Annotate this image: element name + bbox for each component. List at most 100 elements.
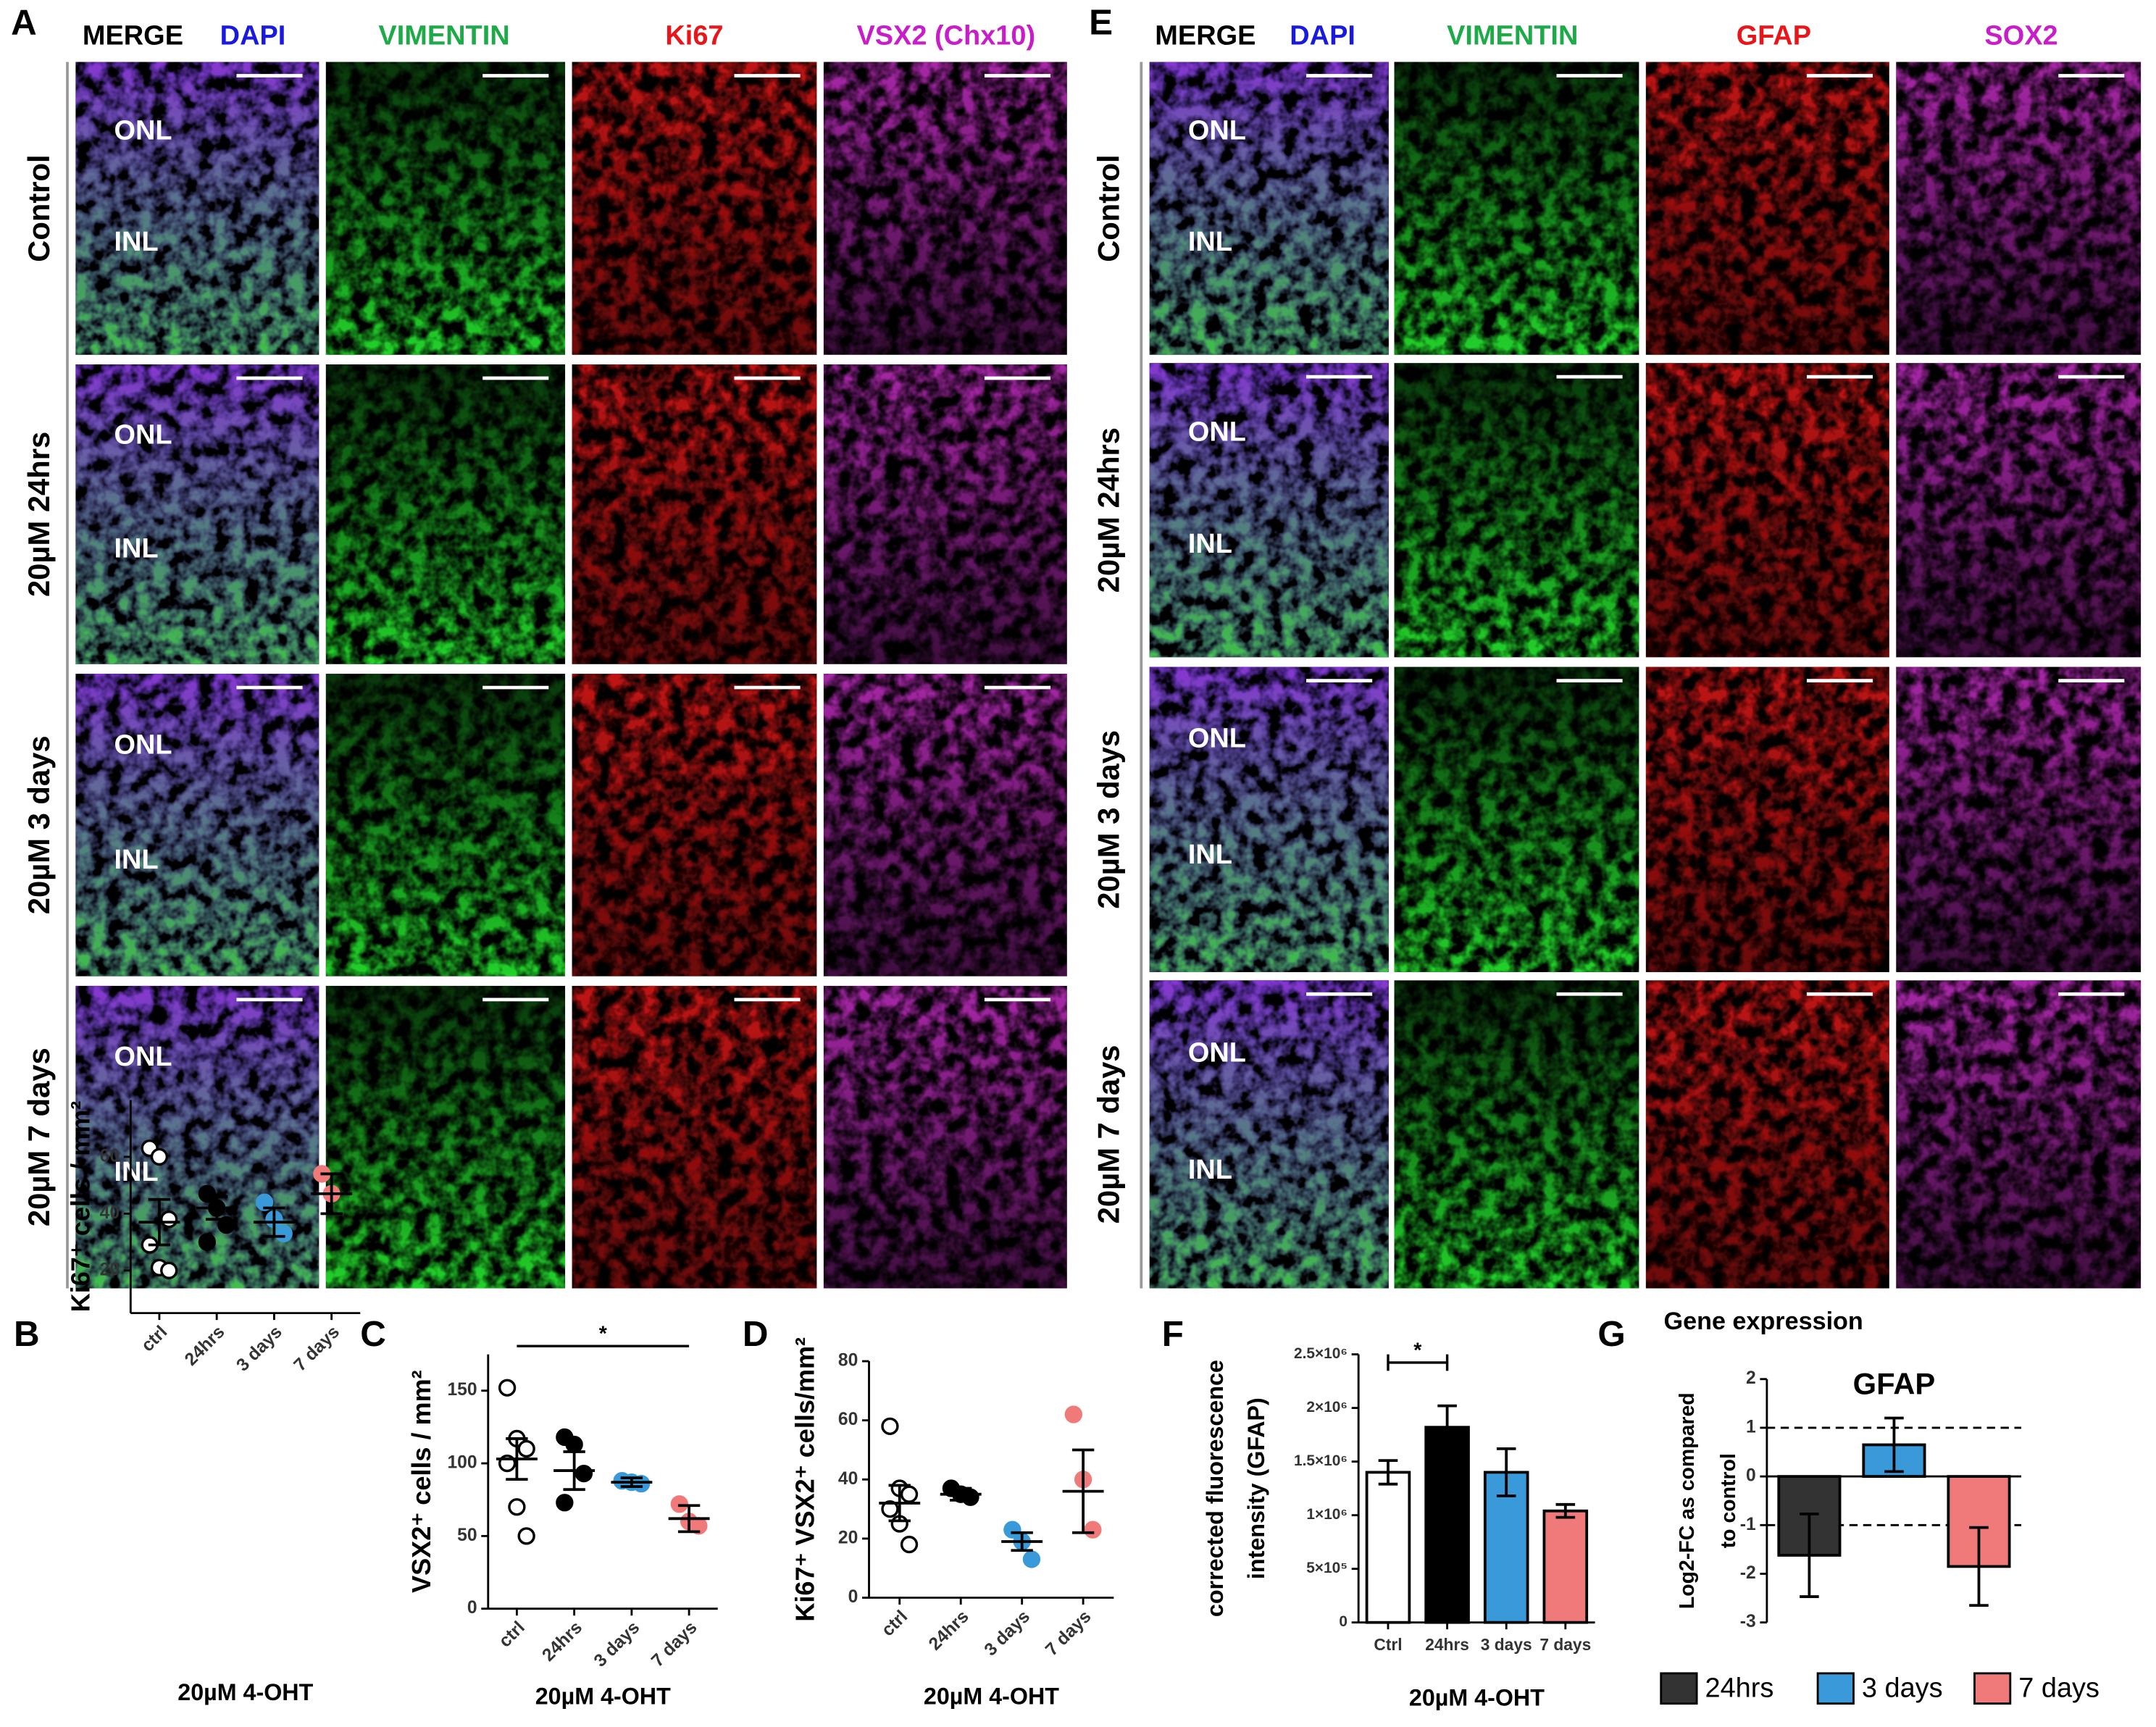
panel-letter: C	[360, 1314, 386, 1354]
micrograph-signal	[1394, 666, 1639, 972]
micrograph-signal	[325, 62, 566, 355]
x-tick-label: 7 days	[648, 1618, 701, 1670]
x-tick-label: 7 days	[291, 1322, 343, 1375]
legend-swatch	[1816, 1672, 1855, 1705]
micrograph-signal	[75, 674, 319, 977]
panel-letter: F	[1162, 1314, 1184, 1354]
bar	[1424, 1426, 1470, 1624]
data-point	[517, 1527, 535, 1545]
x-tick-label: 3 days	[981, 1607, 1034, 1660]
micrograph-signal	[75, 985, 319, 1289]
x-tick-label: 3 days	[233, 1322, 285, 1375]
x-tick-label: 24hrs	[538, 1618, 586, 1665]
channel-label: VSX2 (Chx10)	[856, 20, 1035, 51]
x-axis-label: 20µM 4-OHT	[535, 1684, 671, 1710]
micrograph-signal	[1896, 363, 2142, 658]
y-tick-label: 1.5×10⁶	[1294, 1452, 1348, 1469]
micrograph-signal	[1645, 363, 1889, 658]
channel-label: VIMENTIN	[378, 20, 509, 51]
micrograph-signal	[325, 674, 566, 977]
layer-label: ONL	[1188, 116, 1246, 146]
micrograph-signal	[1149, 666, 1389, 972]
channel-label: VIMENTIN	[1447, 20, 1578, 51]
layer-label: ONL	[114, 419, 172, 450]
data-point	[900, 1485, 919, 1503]
micrograph-signal	[1645, 666, 1889, 972]
data-point	[198, 1184, 217, 1203]
data-point	[900, 1535, 919, 1554]
y-tick-label: 50	[457, 1526, 477, 1545]
data-point	[565, 1435, 583, 1454]
row-label: 20µM 24hrs	[1092, 427, 1126, 593]
channel-label: MERGE	[83, 20, 183, 51]
y-tick-label: 80	[838, 1351, 858, 1371]
bar	[1542, 1509, 1589, 1624]
panel-letter: G	[1597, 1314, 1625, 1354]
channel-label: GFAP	[1737, 20, 1811, 51]
channel-label: Ki67	[665, 20, 723, 51]
data-point	[160, 1261, 178, 1279]
y-tick-label: 20	[838, 1528, 858, 1547]
layer-label: INL	[114, 534, 159, 564]
x-tick-label: 7 days	[1539, 1635, 1591, 1654]
micrograph-signal	[75, 62, 319, 355]
x-tick-label: 24hrs	[1425, 1635, 1469, 1654]
micrograph-signal	[325, 985, 566, 1289]
data-point	[556, 1494, 574, 1512]
x-tick-label: 24hrs	[925, 1607, 973, 1655]
micrograph-signal	[1896, 980, 2142, 1289]
x-axis-label: 20µM 4-OHT	[1409, 1684, 1545, 1710]
micrograph-signal	[75, 364, 319, 664]
y-tick-label: 100	[447, 1453, 477, 1473]
y-tick-label: 150	[447, 1380, 477, 1400]
layer-label: ONL	[114, 729, 172, 760]
y-tick-label: 5×10⁵	[1306, 1560, 1348, 1576]
legend-label: 3 days	[1862, 1673, 1943, 1704]
data-point	[198, 1233, 217, 1251]
y-tick-label: 0	[467, 1598, 477, 1618]
y-axis-label: Ki67⁺ cells / mm²	[65, 1101, 95, 1313]
row-label: 20µM 7 days	[1092, 1045, 1126, 1224]
layer-label: ONL	[1188, 1037, 1246, 1068]
micrograph-signal	[572, 674, 817, 977]
data-point	[574, 1464, 593, 1483]
layer-label: INL	[114, 845, 159, 875]
y-tick-label: 0	[1339, 1613, 1348, 1630]
micrograph-signal	[1394, 980, 1639, 1289]
y-tick-label: 2.5×10⁶	[1294, 1345, 1348, 1362]
legend-swatch	[1973, 1672, 2012, 1705]
micrograph-signal	[1896, 62, 2142, 355]
micrograph-signal	[823, 364, 1067, 664]
data-point	[1084, 1521, 1102, 1539]
micrograph-signal	[1149, 62, 1389, 355]
y-tick-label: 2×10⁶	[1306, 1399, 1348, 1416]
panel-letter: A	[11, 2, 37, 42]
channel-label: DAPI	[1290, 20, 1355, 51]
data-point	[1064, 1405, 1082, 1423]
x-tick-label: ctrl	[138, 1322, 171, 1355]
x-tick-label: ctrl	[496, 1618, 529, 1651]
y-axis-label: intensity (GFAP)	[1243, 1397, 1269, 1579]
row-label: 20µM 24hrs	[22, 432, 56, 597]
y-tick-label: 60	[100, 1146, 120, 1166]
data-point	[498, 1379, 517, 1397]
row-label: Control	[1092, 154, 1126, 262]
x-axis-label: 20µM 4-OHT	[177, 1679, 313, 1705]
y-tick-label: -2	[1740, 1563, 1756, 1583]
panel-letter: B	[14, 1314, 40, 1354]
y-tick-label: 60	[838, 1410, 858, 1429]
layer-label: INL	[1188, 529, 1232, 559]
y-tick-label: 1	[1746, 1417, 1756, 1437]
y-tick-label: 0	[1746, 1466, 1756, 1486]
data-point	[275, 1224, 293, 1242]
x-axis-label: 20µM 4-OHT	[924, 1684, 1059, 1710]
micrograph-signal	[1394, 363, 1639, 658]
layer-label: ONL	[114, 116, 172, 146]
layer-label: INL	[114, 1157, 159, 1187]
x-tick-label: ctrl	[878, 1607, 911, 1640]
x-tick-label: 3 days	[590, 1618, 643, 1670]
x-tick-label: 7 days	[1042, 1607, 1095, 1660]
micrograph-signal	[572, 364, 817, 664]
micrograph-signal	[572, 985, 817, 1289]
